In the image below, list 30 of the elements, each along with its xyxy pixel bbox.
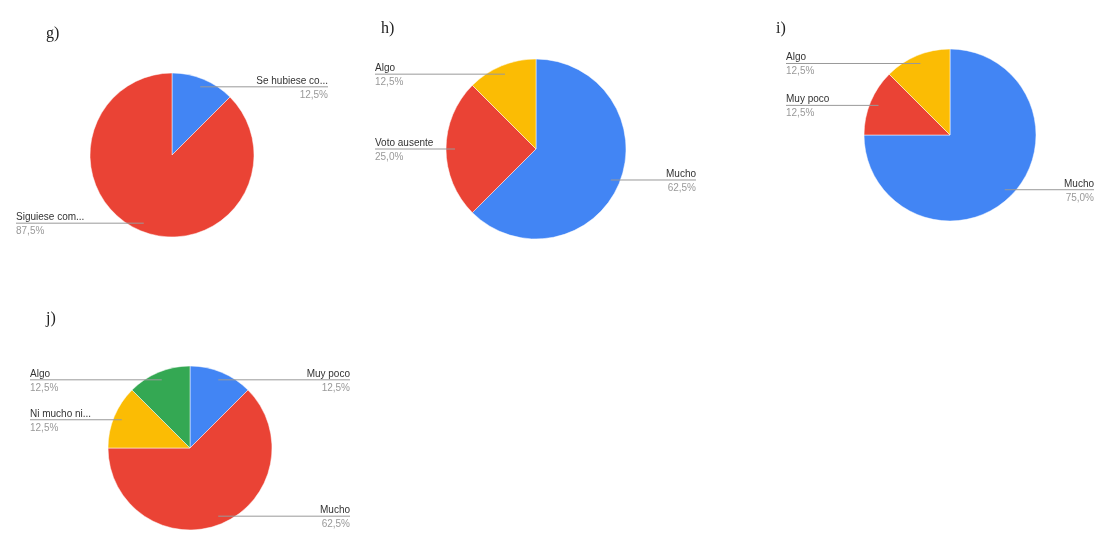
data-label: 12,5% bbox=[30, 381, 59, 393]
slice-label: Muy poco bbox=[306, 367, 351, 379]
slice-label: Ni mucho ni... bbox=[30, 407, 92, 419]
data-label: 12,5% bbox=[321, 381, 351, 393]
slice-label: Muy poco bbox=[786, 93, 830, 105]
data-label: 87,5% bbox=[16, 225, 45, 237]
data-label: 12,5% bbox=[299, 88, 329, 100]
slice-label: Se hubiese co... bbox=[256, 74, 328, 86]
pie-slice bbox=[863, 48, 1037, 222]
slice-label: Algo bbox=[375, 62, 396, 74]
pie-slice bbox=[89, 72, 255, 238]
data-label: 62,5% bbox=[667, 182, 697, 193]
data-label: 75,0% bbox=[1065, 191, 1095, 203]
data-label: 12,5% bbox=[786, 107, 815, 119]
slice-label: Algo bbox=[30, 367, 51, 379]
slice-label: Voto ausente bbox=[375, 137, 434, 148]
slice-label: Mucho bbox=[1063, 177, 1095, 189]
chart-title: h) bbox=[381, 19, 395, 37]
data-label: 12,5% bbox=[375, 76, 404, 88]
slice-label: Mucho bbox=[319, 504, 351, 516]
data-label: 62,5% bbox=[321, 518, 351, 530]
data-label: 12,5% bbox=[786, 65, 815, 77]
chart-title: g) bbox=[46, 24, 60, 42]
chart-title: i) bbox=[776, 19, 786, 37]
slice-label: Mucho bbox=[665, 168, 697, 179]
slice-label: Algo bbox=[786, 51, 807, 63]
data-label: 12,5% bbox=[30, 421, 59, 433]
data-label: 25,0% bbox=[375, 151, 404, 162]
chart-title: j) bbox=[45, 309, 56, 327]
slice-label: Siguiese com... bbox=[16, 211, 85, 223]
